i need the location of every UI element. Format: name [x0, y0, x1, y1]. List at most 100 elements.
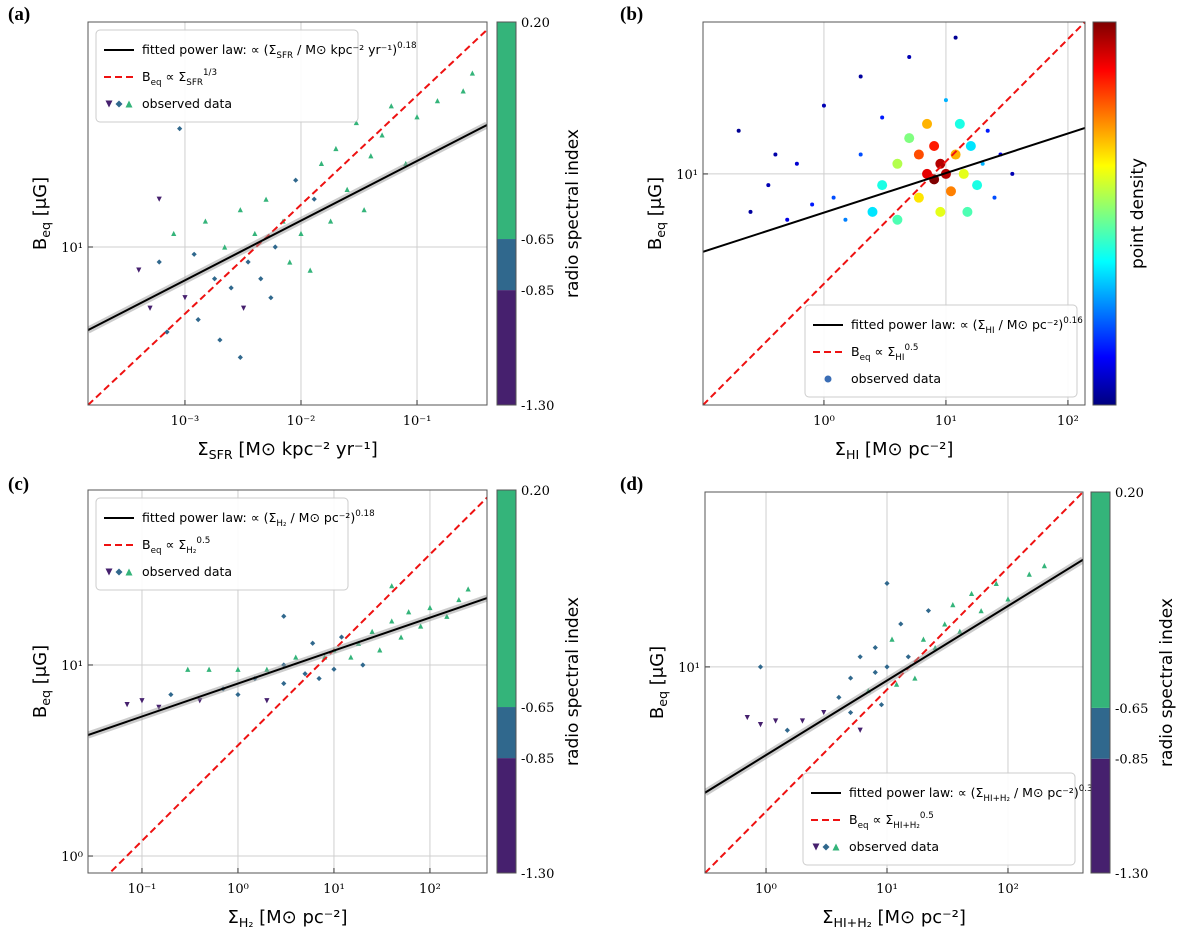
panel-label: (c): [8, 474, 29, 495]
point: [858, 152, 863, 157]
colorbar-segment: [497, 22, 516, 240]
point: [414, 114, 420, 120]
point: [945, 186, 956, 197]
point: [217, 337, 223, 343]
point: [147, 305, 153, 311]
text-part: / M⊙ kpc⁻² yr⁻¹): [293, 42, 397, 57]
reference-line: [88, 29, 487, 405]
point: [156, 196, 162, 202]
colorbar-segment: [1091, 707, 1110, 759]
point: [889, 636, 895, 642]
point: [240, 305, 247, 311]
colorbar-label: radio spectral index: [563, 129, 583, 298]
point: [263, 196, 269, 202]
plot-frame: [702, 21, 1086, 406]
text-part: HI: [846, 447, 859, 462]
text-part: B: [849, 812, 858, 827]
legend-marker: [125, 100, 133, 108]
text-part: SFR: [209, 447, 233, 462]
point: [361, 207, 367, 213]
colorbar-segment: [497, 290, 516, 405]
legend-text: Beq ∝ ΣHI+H₂0.5: [849, 811, 934, 831]
point: [831, 195, 836, 200]
text-part: 0.18: [397, 41, 416, 51]
x-tick-label: 10²: [1057, 414, 1079, 429]
reference-line: [703, 22, 1085, 405]
y-tick-label: 10¹: [61, 659, 83, 674]
point: [922, 118, 933, 129]
text-part: ∝ Σ: [869, 812, 894, 827]
point: [235, 691, 241, 698]
x-tick-label: 10¹: [323, 882, 345, 897]
point: [136, 267, 142, 273]
panel-label: (a): [8, 4, 30, 25]
colorbar-gradient: [1093, 22, 1116, 405]
point: [264, 698, 270, 704]
x-axis-label: ΣHI+H₂ [M⊙ pc⁻²]: [822, 907, 966, 930]
point: [222, 244, 228, 250]
point: [311, 196, 317, 202]
point: [962, 206, 973, 217]
panel-label: (b): [620, 4, 643, 25]
colorbar-tick-label: -1.30: [1115, 867, 1148, 882]
points: [136, 70, 475, 360]
colorbar-label: radio spectral index: [563, 597, 583, 766]
point: [124, 702, 130, 708]
point: [913, 192, 924, 203]
point: [904, 133, 915, 144]
point: [344, 186, 350, 192]
legend-marker: [115, 100, 123, 108]
point: [398, 634, 404, 640]
point: [810, 202, 815, 207]
text-part: SFR: [186, 78, 203, 88]
point: [206, 666, 212, 672]
legend-marker: [125, 568, 133, 576]
text-part: / M⊙ pc⁻²): [287, 510, 356, 525]
colorbar-tick-label: -0.65: [1115, 702, 1148, 717]
point: [757, 722, 764, 728]
point: [958, 168, 969, 179]
colorbar-frame: [496, 489, 517, 874]
text-part: B: [30, 706, 51, 718]
point: [748, 209, 753, 214]
point: [847, 675, 854, 681]
point: [456, 596, 462, 603]
point: [156, 259, 162, 265]
text-part: 1/3: [203, 68, 217, 78]
text-part: fitted power law: ∝ (Σ: [851, 317, 986, 332]
point: [360, 662, 366, 668]
point: [953, 35, 958, 40]
point: [980, 161, 985, 166]
text-part: H₂: [239, 915, 254, 930]
legend-marker: [824, 375, 832, 383]
colorbar-label: radio spectral index: [1157, 598, 1177, 767]
point: [444, 613, 450, 619]
point: [237, 354, 243, 360]
point: [369, 628, 375, 634]
text-part: eq: [860, 353, 871, 363]
y-tick-label: 10¹: [678, 661, 700, 676]
text-part: eq: [151, 546, 162, 556]
point: [281, 613, 287, 619]
point: [316, 675, 322, 682]
text-part: B: [851, 344, 860, 359]
text-part: [μG]: [30, 645, 51, 690]
text-part: observed data: [851, 371, 941, 386]
legend-text: Beq ∝ ΣH₂0.5: [142, 536, 210, 556]
point: [878, 702, 885, 708]
point: [799, 718, 806, 724]
y-tick-label: 10⁰: [61, 850, 83, 865]
legend-marker: [105, 100, 113, 108]
text-part: ∝ Σ: [871, 344, 896, 359]
colorbar-frame: [496, 21, 517, 406]
point: [950, 149, 961, 160]
point: [843, 217, 848, 222]
point: [331, 666, 337, 672]
point: [857, 727, 863, 733]
point: [877, 180, 888, 191]
legend-box: [95, 497, 349, 591]
fit-line: [703, 127, 1085, 253]
text-part: observed data: [849, 839, 939, 854]
point: [469, 70, 475, 76]
